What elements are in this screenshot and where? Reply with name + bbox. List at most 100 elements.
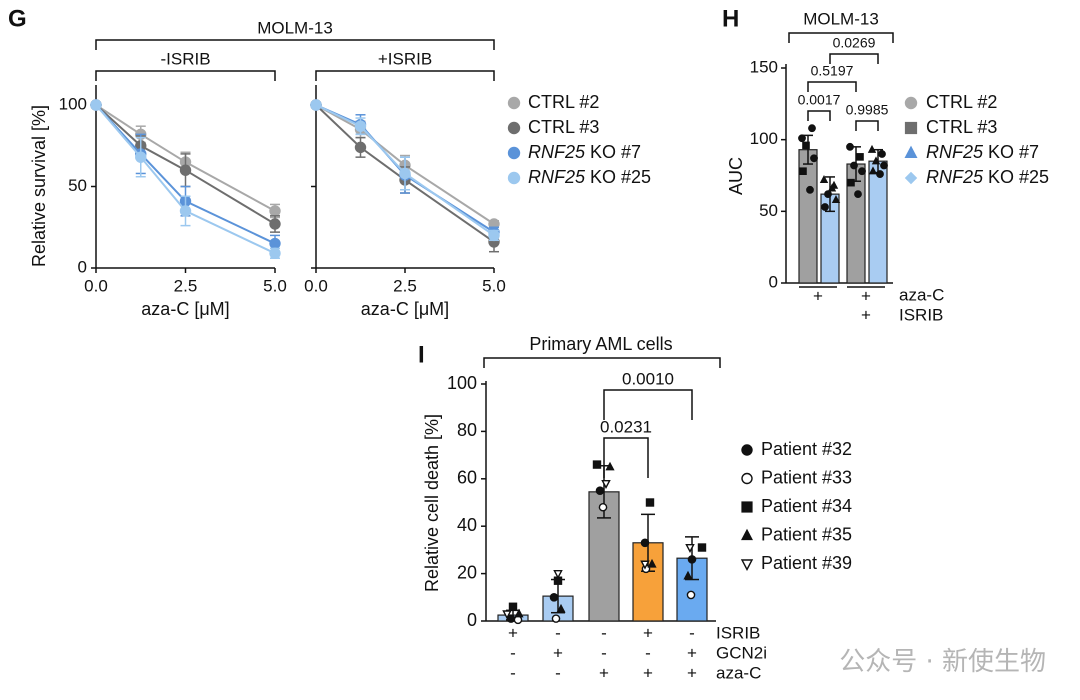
i-ytick-label-0: 0 — [467, 610, 477, 630]
h-pvalue-1-bracket — [807, 81, 857, 92]
i-ytick-label-100: 100 — [447, 373, 477, 393]
g-xtick-label-1-5.0: 5.0 — [482, 276, 506, 295]
h-legend-label-3-suffix: KO #25 — [983, 167, 1049, 187]
g-legend-label-1: CTRL #3 — [528, 117, 599, 137]
h-point-0-1 — [808, 124, 816, 133]
h-point-3-5 — [876, 170, 884, 178]
i-cond-aza-C-2: + — [599, 663, 609, 682]
h-point-1-4 — [821, 203, 829, 211]
i-cond-GCN2i-4: + — [687, 643, 697, 662]
g-point-0-3-2 — [179, 205, 192, 217]
g-legend-label-2: RNF25 KO #7 — [528, 142, 641, 162]
i-point-2-p33 — [598, 502, 608, 512]
i-legend-label-3: Patient #35 — [761, 524, 852, 544]
g-line-1-3 — [315, 104, 495, 237]
h-legend-label-2-gene: RNF25 — [926, 142, 984, 162]
g-line-1-1 — [315, 104, 495, 243]
i-point-4-p32 — [687, 555, 697, 564]
i-legend-marker-1 — [741, 472, 753, 485]
i-point-3-p34 — [645, 498, 655, 507]
i-point-4-p35 — [683, 570, 693, 580]
h-ytick-label-150: 150 — [750, 57, 778, 76]
panel-letter-h: H — [722, 5, 739, 32]
h-ytick-label-0: 0 — [769, 272, 778, 291]
g-legend-label-2-gene: RNF25 — [528, 142, 586, 162]
h-point-2-5 — [854, 190, 862, 199]
g-legend-label-3-gene: RNF25 — [528, 167, 586, 187]
i-ylabel: Relative cell death [%] — [422, 414, 442, 592]
h-cond-azac-1: + — [861, 286, 871, 305]
g-line-0-3 — [95, 104, 276, 255]
i-cond-ISRIB-1: - — [555, 623, 561, 642]
i-legend-label-0: Patient #32 — [761, 439, 852, 459]
g-legend-label-3-suffix: KO #25 — [585, 167, 651, 187]
i-point-0-p39 — [502, 610, 512, 620]
g-line-1-0 — [315, 104, 495, 225]
h-cond-azac-0: + — [813, 286, 823, 305]
g-point-0-1-2 — [179, 164, 192, 176]
i-cond-aza-C-3: + — [643, 663, 653, 682]
h-pvalue-0-bracket — [807, 110, 831, 121]
i-cond-ISRIB-4: - — [689, 623, 695, 642]
i-pvalue-0: 0.0231 — [600, 417, 652, 436]
g-group-bracket — [95, 39, 495, 50]
g-ytick-label-50: 50 — [68, 176, 87, 195]
g-xtick-label-1-0.0: 0.0 — [304, 276, 328, 295]
h-point-0-0 — [798, 134, 806, 143]
h-bar-3 — [868, 160, 888, 284]
g-point-0-3-3 — [269, 247, 281, 260]
h-point-2-0 — [846, 142, 854, 151]
i-point-0-p35 — [514, 608, 524, 618]
i-cond-aza-C-4: + — [687, 663, 697, 682]
h-legend-marker-1 — [904, 121, 918, 135]
i-legend-label-2: Patient #34 — [761, 496, 852, 516]
h-legend-label-2: RNF25 KO #7 — [926, 142, 1039, 162]
g-legend-marker-0 — [507, 96, 521, 110]
h-pvalue-0: 0.0017 — [798, 92, 841, 108]
i-cond-aza-C-0: - — [510, 663, 516, 682]
h-legend-label-0: CTRL #2 — [926, 92, 997, 112]
h-cond-row-azac: aza-C — [899, 285, 944, 304]
h-pvalue-3-bracket — [855, 120, 879, 131]
i-point-4-p33 — [686, 590, 696, 600]
g-ytick-label-100: 100 — [59, 94, 87, 113]
i-point-3-p35 — [647, 558, 657, 568]
h-pvalue-2-bracket — [829, 53, 879, 64]
h-legend-marker-3 — [904, 171, 918, 185]
g-xlabel-0: aza-C [μM] — [141, 299, 229, 319]
i-cond-GCN2i-3: - — [645, 643, 651, 662]
watermark: 公众号 · 新使生物 — [839, 647, 1046, 677]
h-pvalue-1: 0.5197 — [811, 63, 854, 79]
i-point-2-p32 — [595, 486, 605, 495]
h-point-0-4 — [799, 167, 807, 176]
i-point-0-p34 — [508, 602, 518, 611]
i-legend-marker-4 — [740, 559, 754, 572]
g-legend-marker-1 — [507, 121, 521, 135]
g-line-0-0 — [95, 104, 276, 212]
h-point-3-3 — [880, 161, 888, 170]
i-point-2-p34 — [592, 460, 602, 469]
i-point-3-p39 — [640, 560, 650, 570]
h-point-3-2 — [871, 156, 881, 165]
i-pvalue-1: 0.0010 — [622, 369, 674, 388]
h-ytick-label-50: 50 — [759, 201, 778, 220]
g-subtitle-bracket-1 — [315, 70, 495, 81]
g-point-0-2-3 — [269, 237, 281, 250]
h-pvalue-3: 0.9985 — [846, 102, 889, 118]
i-legend-marker-2 — [741, 501, 753, 513]
i-ytick-label-40: 40 — [457, 515, 477, 535]
i-point-1-p33 — [551, 614, 561, 623]
g-ytick-label-0: 0 — [78, 257, 87, 276]
panel-letter-i: I — [418, 341, 425, 368]
g-subtitle-bracket-0 — [95, 70, 276, 81]
h-cond-row-isrib: ISRIB — [899, 305, 943, 324]
h-group-bracket — [788, 32, 894, 43]
h-legend-label-3: RNF25 KO #25 — [926, 167, 1049, 187]
h-legend-label-1: CTRL #3 — [926, 117, 997, 137]
g-group-label: MOLM-13 — [257, 18, 333, 37]
h-point-1-2 — [824, 190, 832, 199]
h-ylabel: AUC — [726, 157, 746, 195]
g-legend-label-3: RNF25 KO #25 — [528, 167, 651, 187]
g-legend-marker-3 — [507, 171, 521, 185]
